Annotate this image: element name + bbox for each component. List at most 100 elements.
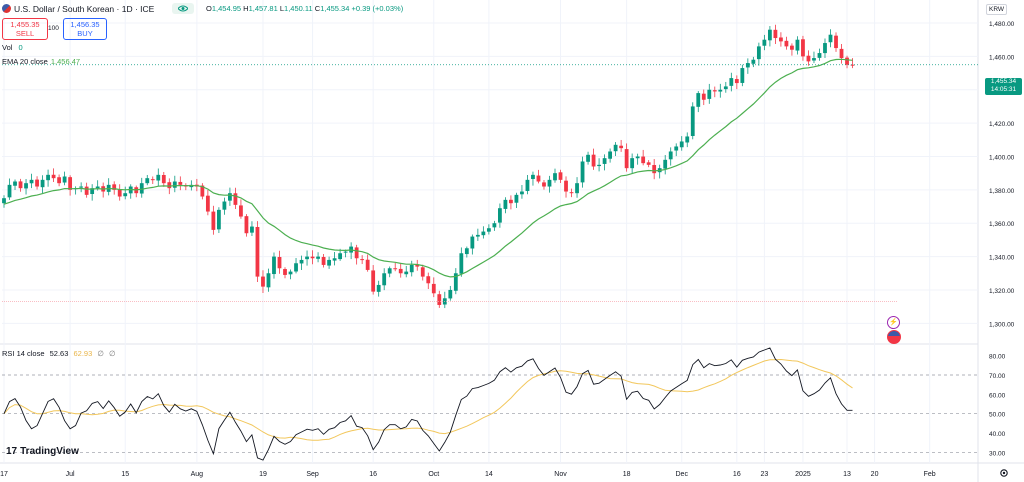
candle-body [723, 86, 728, 90]
time-tick-label: 14 [485, 471, 493, 478]
candle-body [663, 159, 668, 169]
us-flag-event-icon[interactable] [887, 330, 901, 344]
candle-body [305, 256, 309, 260]
candle-body [486, 228, 491, 232]
economic-event-icon[interactable]: ⚡ [887, 316, 900, 329]
visibility-toggle[interactable] [172, 3, 194, 14]
buy-label: BUY [77, 29, 93, 38]
candle-body [475, 234, 480, 237]
candle-body [150, 179, 155, 181]
candle-body [57, 177, 61, 184]
rsi-legend[interactable]: RSI 14 close 52.63 62.93 ∅ ∅ [2, 349, 116, 358]
candle-body [801, 39, 805, 57]
price-tick-label: 1,420.00 [989, 121, 1015, 128]
currency-selector[interactable]: KRW [986, 4, 1008, 15]
candle-body [679, 141, 684, 148]
candle-body [205, 195, 210, 212]
candle-body [321, 256, 326, 265]
volume-value: 0 [18, 43, 23, 52]
time-tick-label: Dec [676, 471, 689, 478]
candle-body [172, 181, 177, 188]
rsi-tick-label: 50.00 [989, 412, 1006, 419]
candle-body [117, 189, 122, 197]
candle-body [420, 267, 425, 277]
candle-body [608, 151, 612, 159]
candle-body [283, 269, 287, 275]
candle-body [575, 183, 579, 194]
candle-body [360, 259, 365, 261]
candle-body [712, 90, 717, 92]
candle-body [40, 179, 45, 188]
candle-body [156, 174, 161, 181]
candle-body [261, 276, 265, 287]
candle-body [701, 93, 706, 100]
candle-body [46, 174, 50, 181]
ema-legend[interactable]: EMA 20 close 1,456.47 [2, 57, 81, 66]
candle-body [635, 156, 640, 159]
candle-body [630, 158, 635, 169]
candle-body [90, 188, 95, 195]
sell-button[interactable]: 1,455.35 SELL [2, 18, 48, 40]
candle-body [740, 68, 745, 83]
candle-body [817, 53, 822, 58]
gear-icon[interactable] [999, 468, 1009, 478]
candle-body [729, 78, 734, 86]
candle-body [431, 283, 436, 294]
time-tick-label: Sep [306, 471, 319, 478]
price-tick-label: 1,480.00 [989, 21, 1015, 28]
change-value: +0.39 (+0.03%) [351, 4, 404, 13]
spread-value: 100 [48, 25, 59, 32]
candle-body [29, 179, 34, 184]
candle-body [569, 192, 574, 194]
time-tick-label: 19 [259, 471, 267, 478]
tradingview-mark: 17 [6, 446, 18, 457]
sell-price: 1,455.35 [10, 20, 40, 29]
bar-countdown: 14:05:31 [990, 86, 1017, 93]
price-tick-label: 1,400.00 [989, 154, 1015, 161]
volume-legend[interactable]: Vol 0 [2, 43, 23, 52]
candle-body [779, 37, 783, 42]
candle-body [24, 183, 28, 189]
candle-body [668, 151, 673, 160]
candle-body [277, 256, 282, 269]
candle-body [338, 253, 343, 260]
candle-body [652, 165, 657, 174]
candle-body [685, 136, 690, 143]
symbol-title[interactable]: U.S. Dollar / South Korean · 1D · ICE [14, 4, 155, 14]
candle-body [95, 186, 100, 189]
high-value: 1,457.81 [248, 4, 278, 13]
candle-body [35, 179, 39, 187]
candle-body [624, 149, 629, 169]
rsi-ma-line [3, 358, 853, 441]
rsi-tick-label: 40.00 [989, 431, 1006, 438]
tradingview-logo[interactable]: 17 TradingView [6, 446, 79, 457]
buy-button[interactable]: 1,456.35 BUY [63, 18, 107, 40]
low-value: 1,450.11 [284, 4, 313, 13]
candle-body [509, 199, 513, 204]
candle-body [272, 256, 276, 275]
candle-body [211, 211, 216, 230]
candle-body [514, 194, 519, 203]
time-tick-label: Oct [428, 471, 439, 478]
candle-body [751, 59, 756, 64]
candle-body [393, 268, 398, 270]
time-tick-label: 15 [121, 471, 129, 478]
candle-body [316, 256, 320, 259]
candle-body [784, 40, 789, 47]
candle-body [233, 193, 238, 205]
rsi-tick-label: 30.00 [989, 450, 1006, 457]
candle-body [409, 264, 414, 273]
buy-price: 1,456.35 [70, 20, 100, 29]
candle-body [553, 173, 557, 181]
candle-body [536, 175, 541, 182]
candle-body [288, 271, 293, 275]
candle-body [767, 29, 772, 41]
candle-body [823, 43, 827, 54]
candle-body [492, 223, 497, 228]
candle-body [448, 289, 453, 299]
candle-body [365, 259, 370, 270]
candle-body [228, 193, 232, 201]
candle-body [79, 186, 84, 188]
candle-body [310, 256, 315, 259]
